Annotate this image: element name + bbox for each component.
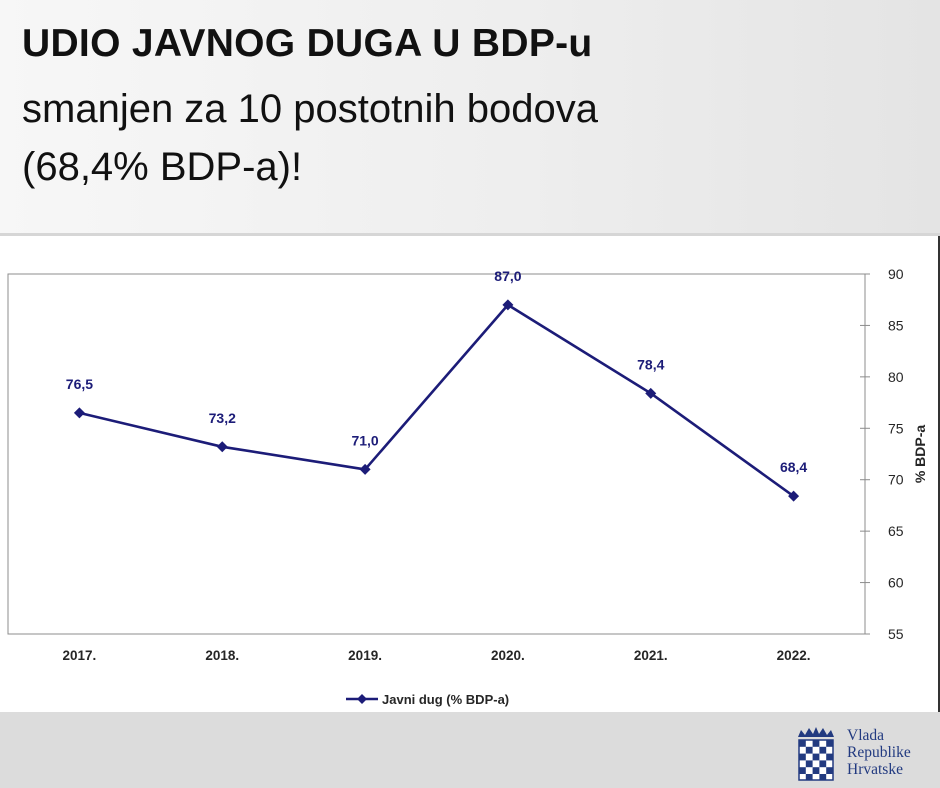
data-point-marker <box>645 387 657 399</box>
y-tick-label: 75 <box>888 420 904 436</box>
legend-marker <box>357 694 367 704</box>
y-tick-label: 60 <box>888 575 904 591</box>
header-banner: UDIO JAVNOG DUGA U BDP-u smanjen za 10 p… <box>0 0 940 236</box>
x-tick-label: 2022. <box>777 648 811 663</box>
subtitle-line-2: (68,4% BDP-a)! <box>22 145 303 189</box>
y-tick-label: 70 <box>888 472 904 488</box>
x-tick-label: 2021. <box>634 648 668 663</box>
x-tick-label: 2020. <box>491 648 525 663</box>
chart-area: 55 60 65 70 75 80 85 90% BDP-a 2017. 2018. 2019. 2… <box>0 236 940 712</box>
subtitle-line-1: smanjen za 10 postotnih bodova <box>22 87 598 131</box>
checker-square <box>799 753 806 761</box>
checker-square <box>812 753 820 761</box>
checker-square <box>805 774 813 780</box>
checker-square <box>812 740 820 747</box>
checker-square <box>826 753 833 761</box>
chart-frame <box>7 273 866 635</box>
checker-square <box>812 767 820 774</box>
checker-square <box>805 746 813 754</box>
data-point-marker <box>359 463 371 475</box>
data-label: 73,2 <box>209 410 236 426</box>
page-subtitle: smanjen za 10 postotnih bodova (68,4% BD… <box>22 80 902 196</box>
y-tick-label: 85 <box>888 317 904 333</box>
y-axis: 55 60 65 70 75 80 85 90 % BDP-a <box>860 266 928 642</box>
data-label: 68,4 <box>780 459 807 475</box>
data-label: 78,4 <box>637 356 664 372</box>
checker-square <box>819 746 827 754</box>
checker-square <box>826 767 833 774</box>
logo-line-2: Republike <box>847 744 911 761</box>
y-axis-title: % BDP-a <box>912 425 928 484</box>
x-tick-label: 2019. <box>348 648 382 663</box>
government-logo: Vlada Republike Hrvatske <box>795 727 935 783</box>
x-tick-label: 2017. <box>63 648 97 663</box>
data-label: 76,5 <box>66 376 93 392</box>
data-label: 71,0 <box>351 432 378 448</box>
checker-square <box>805 760 813 768</box>
logo-text: Vlada Republike Hrvatske <box>847 727 911 778</box>
y-tick-label: 65 <box>888 523 904 539</box>
data-point-marker <box>216 441 228 453</box>
plot-area-border <box>7 273 866 635</box>
x-axis-labels: 2017. 2018. 2019. 2020. 2021. 2022. <box>63 648 811 663</box>
footer-bar <box>0 712 940 788</box>
data-point-marker <box>73 407 85 419</box>
checker-square <box>799 740 806 747</box>
checker-square <box>799 767 806 774</box>
checker-square <box>826 740 833 747</box>
checker-square <box>819 774 827 780</box>
chart-legend: Javni dug (% BDP-a) <box>346 692 509 707</box>
croatian-coat-of-arms-icon <box>798 727 834 781</box>
series-line <box>79 303 795 498</box>
y-tick-label: 90 <box>888 266 904 282</box>
series-group: 76,5 73,2 71,0 87,0 78,4 68,4 <box>66 268 807 502</box>
logo-line-1: Vlada <box>847 727 885 744</box>
data-point-marker <box>788 490 800 502</box>
page-title: UDIO JAVNOG DUGA U BDP-u <box>22 22 593 65</box>
y-tick-label: 80 <box>888 369 904 385</box>
legend-label: Javni dug (% BDP-a) <box>382 692 509 707</box>
data-label: 87,0 <box>494 268 521 284</box>
x-tick-label: 2018. <box>205 648 239 663</box>
checker-square <box>819 760 827 768</box>
data-point-marker <box>502 299 514 311</box>
y-tick-label: 55 <box>888 626 904 642</box>
logo-line-3: Hrvatske <box>847 761 903 778</box>
